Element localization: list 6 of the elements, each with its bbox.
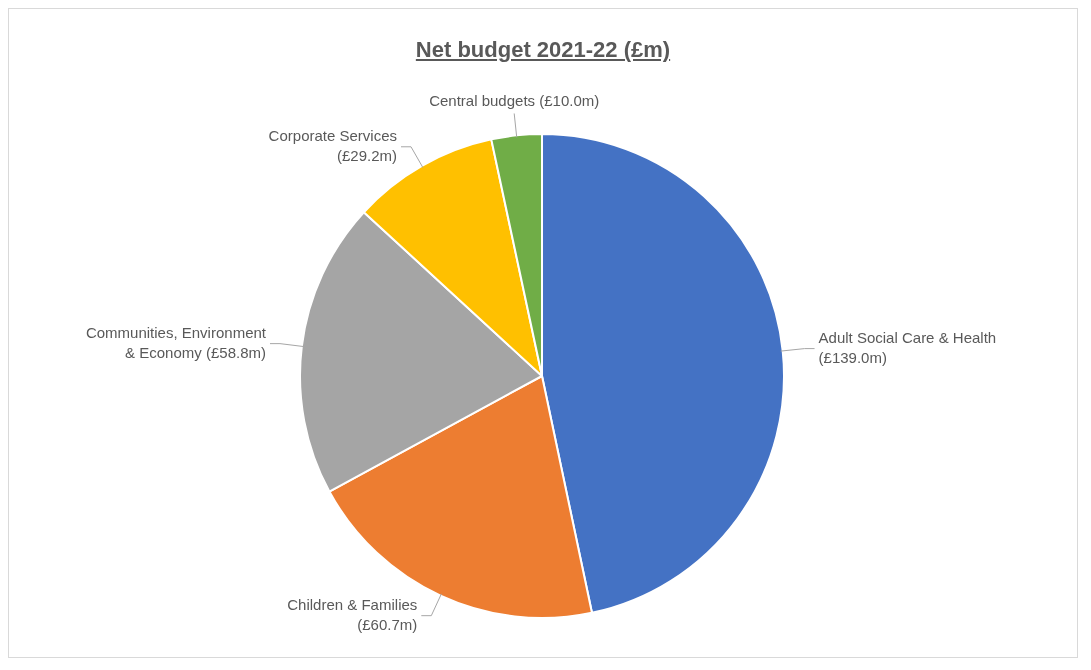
slice-label: Central budgets (£10.0m) [429, 92, 600, 110]
slice-label: Communities, Environment & Economy (£58.8m) [85, 323, 267, 361]
slice-label: Adult Social Care & Health (£139.0m) [818, 328, 997, 366]
slice-label: Children & Families (£60.7m) [287, 595, 418, 633]
chart-title: Net budget 2021-22 (£m) [414, 36, 672, 64]
slice-label: Corporate Services (£29.2m) [268, 126, 398, 164]
